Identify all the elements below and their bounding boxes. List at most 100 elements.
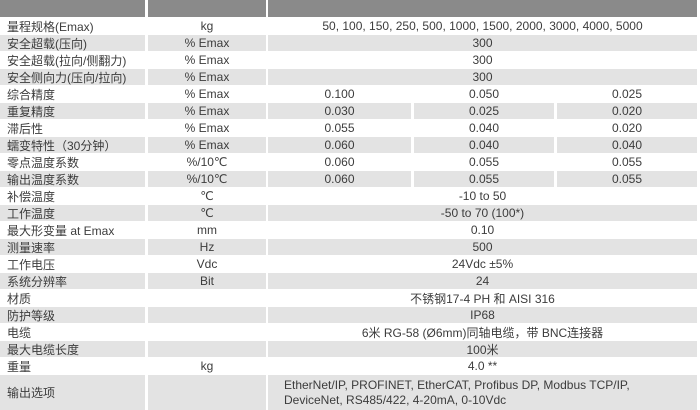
spec-value-1: 0.060 (268, 137, 411, 153)
spec-label: 材质 (0, 290, 145, 306)
table-row-combined-accuracy: 综合精度 % Emax 0.100 0.050 0.025 (0, 86, 700, 102)
spec-value-2: 0.055 (414, 154, 554, 170)
table-row-resolution: 系统分辨率 Bit 24 (0, 273, 700, 289)
spec-value-3: 0.055 (557, 171, 697, 187)
spec-label: 零点温度系数 (0, 154, 145, 170)
table-row-material: 材质 不锈钢17-4 PH 和 AISI 316 (0, 290, 700, 306)
table-row-cable: 电缆 6米 RG-58 (Ø6mm)同轴电缆，带 BNC连接器 (0, 324, 700, 340)
spec-unit: kg (148, 358, 266, 374)
spec-unit: Hz (148, 239, 266, 255)
spec-value-2: 0.055 (414, 171, 554, 187)
spec-unit: mm (148, 222, 266, 238)
spec-value: IP68 (268, 307, 697, 323)
spec-value: 6米 RG-58 (Ø6mm)同轴电缆，带 BNC连接器 (268, 324, 697, 340)
table-row-operating-temp: 工作温度 ℃ -50 to 70 (100*) (0, 205, 700, 221)
spec-value: 不锈钢17-4 PH 和 AISI 316 (268, 290, 697, 306)
spec-label: 最大电缆长度 (0, 341, 145, 357)
spec-value: EtherNet/IP, PROFINET, EtherCAT, Profibu… (268, 375, 697, 410)
spec-value: -10 to 50 (268, 188, 697, 204)
table-row-safe-overload-compression: 安全超载(压向) % Emax 300 (0, 35, 700, 51)
table-row-capacity: 量程规格(Emax) kg 50, 100, 150, 250, 500, 10… (0, 18, 700, 34)
spec-value-3: 0.020 (557, 120, 697, 136)
spec-unit: ℃ (148, 205, 266, 221)
spec-value-3: 0.020 (557, 103, 697, 119)
spec-label: 输出选项 (0, 375, 145, 410)
spec-value-2: 0.040 (414, 120, 554, 136)
spec-value-1: 0.100 (268, 86, 411, 102)
table-row-measuring-rate: 测量速率 Hz 500 (0, 239, 700, 255)
spec-unit (148, 307, 266, 323)
spec-value: 24Vdc ±5% (268, 256, 697, 272)
spec-unit (148, 324, 266, 340)
table-row-max-deflection: 最大形变量 at Emax mm 0.10 (0, 222, 700, 238)
spec-label: 安全超载(拉向/侧翻力) (0, 52, 145, 68)
spec-unit: % Emax (148, 137, 266, 153)
spec-label: 测量速率 (0, 239, 145, 255)
spec-value-line-2: DeviceNet, RS485/422, 4-20mA, 0-10Vdc (284, 392, 507, 407)
table-row-hysteresis: 滞后性 % Emax 0.055 0.040 0.020 (0, 120, 700, 136)
spec-label: 防护等级 (0, 307, 145, 323)
spec-label: 系统分辨率 (0, 273, 145, 289)
spec-unit: % Emax (148, 120, 266, 136)
spec-unit: % Emax (148, 86, 266, 102)
table-row-safe-overload-tension: 安全超载(拉向/侧翻力) % Emax 300 (0, 52, 700, 68)
header-parameter-cell (0, 0, 145, 17)
table-row-weight: 重量 kg 4.0 ** (0, 358, 700, 374)
spec-unit: %/10℃ (148, 154, 266, 170)
spec-value: 300 (268, 52, 697, 68)
spec-label: 综合精度 (0, 86, 145, 102)
spec-label: 工作温度 (0, 205, 145, 221)
spec-label: 量程规格(Emax) (0, 18, 145, 34)
spec-unit: % Emax (148, 69, 266, 85)
table-row-zero-temp-coefficient: 零点温度系数 %/10℃ 0.060 0.055 0.055 (0, 154, 700, 170)
spec-unit: kg (148, 18, 266, 34)
spec-label: 重量 (0, 358, 145, 374)
spec-value: 4.0 ** (268, 358, 697, 374)
header-unit-cell (148, 0, 266, 17)
table-row-safe-side-load: 安全侧向力(压向/拉向) % Emax 300 (0, 69, 700, 85)
header-value-cell (268, 0, 697, 17)
spec-label: 重复精度 (0, 103, 145, 119)
spec-value: 0.10 (268, 222, 697, 238)
table-row-max-cable-length: 最大电缆长度 100米 (0, 341, 700, 357)
spec-label: 工作电压 (0, 256, 145, 272)
spec-label: 安全侧向力(压向/拉向) (0, 69, 145, 85)
spec-value: 100米 (268, 341, 697, 357)
spec-unit: % Emax (148, 35, 266, 51)
spec-unit (148, 341, 266, 357)
spec-unit: % Emax (148, 52, 266, 68)
spec-unit: %/10℃ (148, 171, 266, 187)
spec-label: 输出温度系数 (0, 171, 145, 187)
spec-label: 滞后性 (0, 120, 145, 136)
table-row-output-options: 输出选项 EtherNet/IP, PROFINET, EtherCAT, Pr… (0, 375, 700, 410)
spec-value-line-1: EtherNet/IP, PROFINET, EtherCAT, Profibu… (284, 377, 630, 392)
table-row-output-temp-coefficient: 输出温度系数 %/10℃ 0.060 0.055 0.055 (0, 171, 700, 187)
table-row-repeatability: 重复精度 % Emax 0.030 0.025 0.020 (0, 103, 700, 119)
spec-value: 300 (268, 69, 697, 85)
spec-value-1: 0.060 (268, 171, 411, 187)
spec-value-1: 0.055 (268, 120, 411, 136)
spec-value: 24 (268, 273, 697, 289)
spec-value: 300 (268, 35, 697, 51)
spec-unit (148, 290, 266, 306)
spec-value-1: 0.060 (268, 154, 411, 170)
table-row-supply-voltage: 工作电压 Vdc 24Vdc ±5% (0, 256, 700, 272)
spec-unit: Vdc (148, 256, 266, 272)
spec-value: -50 to 70 (100*) (268, 205, 697, 221)
spec-value: 50, 100, 150, 250, 500, 1000, 1500, 2000… (268, 18, 697, 34)
spec-unit: % Emax (148, 103, 266, 119)
spec-value-3: 0.040 (557, 137, 697, 153)
table-row-compensated-temp: 补偿温度 ℃ -10 to 50 (0, 188, 700, 204)
spec-label: 安全超载(压向) (0, 35, 145, 51)
spec-value-2: 0.025 (414, 103, 554, 119)
spec-value-2: 0.050 (414, 86, 554, 102)
table-row-creep: 蠕变特性（30分钟） % Emax 0.060 0.040 0.040 (0, 137, 700, 153)
spec-label: 电缆 (0, 324, 145, 340)
spec-unit: Bit (148, 273, 266, 289)
spec-label: 补偿温度 (0, 188, 145, 204)
spec-value-3: 0.055 (557, 154, 697, 170)
spec-value-1: 0.030 (268, 103, 411, 119)
table-header-row (0, 0, 700, 17)
spec-unit: ℃ (148, 188, 266, 204)
